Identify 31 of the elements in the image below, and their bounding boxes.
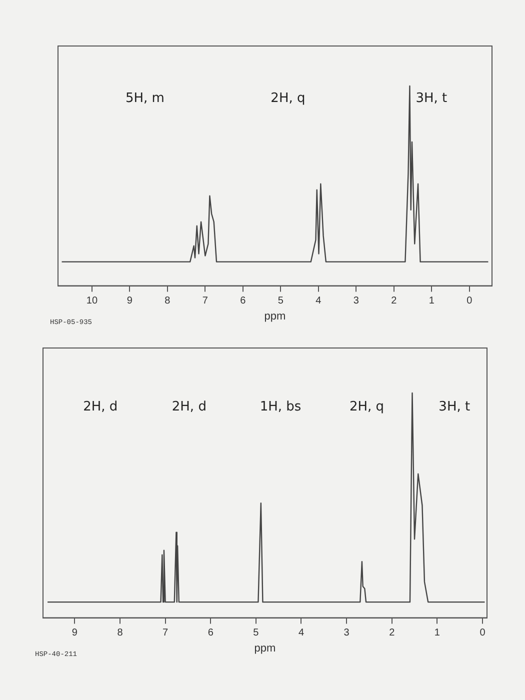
x-tick-label: 8 <box>164 296 171 307</box>
annotation: 2H, q <box>270 91 306 106</box>
x-tick-label: 5 <box>253 628 260 639</box>
x-axis-title: ppm <box>254 642 276 654</box>
x-tick-label: 10 <box>86 296 98 307</box>
annotation: 5H, m <box>125 91 164 106</box>
x-tick-label: 7 <box>162 628 169 639</box>
x-tick-label: 0 <box>466 296 473 307</box>
x-tick-label: 9 <box>126 296 133 307</box>
x-tick-label: 8 <box>117 628 124 639</box>
x-tick-label: 7 <box>202 296 208 307</box>
annotation: 3H, t <box>438 400 470 415</box>
x-tick-label: 5 <box>278 296 284 307</box>
annotation: 2H, d <box>83 400 118 415</box>
x-tick-label: 1 <box>434 628 440 639</box>
x-tick-label: 6 <box>208 628 214 639</box>
x-tick-label: 2 <box>389 628 396 639</box>
x-tick-label: 6 <box>240 296 246 307</box>
x-tick-label: 1 <box>428 296 435 307</box>
annotation: 2H, q <box>349 400 384 415</box>
x-tick-label: 3 <box>344 628 350 639</box>
annotation: 3H, t <box>416 91 448 106</box>
x-axis-title: ppm <box>264 310 286 322</box>
x-tick-label: 2 <box>391 296 398 307</box>
x-tick-label: 4 <box>298 628 304 639</box>
x-tick-label: 0 <box>480 628 486 639</box>
x-tick-label: 4 <box>316 296 322 307</box>
x-tick-label: 9 <box>72 628 78 639</box>
annotation: 2H, d <box>172 400 206 415</box>
annotation: 1H, bs <box>260 400 302 415</box>
x-tick-label: 3 <box>353 296 360 307</box>
